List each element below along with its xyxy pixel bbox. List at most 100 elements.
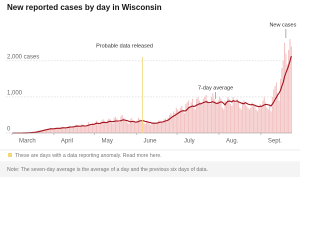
bar xyxy=(277,93,279,133)
bar xyxy=(146,121,148,133)
bar xyxy=(232,96,234,133)
x-tick-label: March xyxy=(19,139,36,145)
bar xyxy=(118,122,121,133)
bar xyxy=(282,60,284,133)
bar xyxy=(117,120,119,133)
bar xyxy=(266,107,268,133)
bar xyxy=(239,107,241,133)
bar xyxy=(79,126,81,133)
bar xyxy=(194,109,196,133)
bar xyxy=(81,123,83,133)
x-tick-label: Aug. xyxy=(226,139,239,145)
bar xyxy=(281,68,283,133)
bar xyxy=(59,127,61,133)
bar xyxy=(77,125,79,133)
bar xyxy=(116,118,118,133)
average-line xyxy=(12,56,292,134)
bar xyxy=(221,107,223,133)
bar xyxy=(167,117,169,133)
bar xyxy=(212,93,214,133)
bar xyxy=(155,122,157,133)
bar xyxy=(185,104,187,133)
bar xyxy=(52,129,54,133)
bar xyxy=(101,120,103,133)
bar xyxy=(186,102,188,133)
bar xyxy=(278,100,280,133)
bar xyxy=(240,109,242,133)
bar xyxy=(108,118,110,133)
bar xyxy=(217,100,219,133)
legend-note: These are days with a data reporting ano… xyxy=(15,153,162,159)
bar xyxy=(206,100,208,133)
bar xyxy=(205,95,207,133)
bar xyxy=(236,98,238,133)
bar xyxy=(148,123,150,133)
bar xyxy=(129,119,131,133)
bar xyxy=(159,121,161,133)
bar xyxy=(246,105,248,133)
bar xyxy=(63,127,65,133)
bar xyxy=(100,122,102,133)
bar xyxy=(152,122,154,133)
bar xyxy=(200,102,202,133)
bar xyxy=(248,109,250,133)
bar xyxy=(189,105,191,133)
bar xyxy=(66,127,68,133)
bar xyxy=(170,113,172,133)
y-tick-label: 2,000 cases xyxy=(7,54,39,60)
bar xyxy=(256,111,259,133)
bar xyxy=(93,123,95,133)
bar xyxy=(259,104,261,133)
bar xyxy=(133,122,135,133)
bar xyxy=(255,109,257,133)
bar xyxy=(216,103,218,133)
bar xyxy=(225,102,227,133)
y-tick-label: 1,000 xyxy=(7,91,23,97)
bar xyxy=(78,127,80,133)
annotation: Probable data released xyxy=(96,43,153,49)
bar xyxy=(85,126,87,133)
bar xyxy=(89,123,91,133)
bar xyxy=(227,96,229,133)
anomaly-swatch xyxy=(8,153,12,157)
bar xyxy=(162,122,164,133)
bar xyxy=(209,104,211,133)
bar xyxy=(263,96,265,133)
bar xyxy=(67,126,69,133)
bar xyxy=(208,102,210,133)
bar xyxy=(75,124,77,133)
bar xyxy=(220,98,222,133)
bar xyxy=(228,98,230,133)
bar xyxy=(143,122,145,133)
bar xyxy=(270,111,272,133)
bar xyxy=(261,105,263,133)
bar xyxy=(156,122,158,133)
bar xyxy=(136,120,138,133)
bar xyxy=(64,128,66,133)
bar xyxy=(254,105,256,133)
bar xyxy=(289,39,291,133)
bar xyxy=(262,100,264,133)
bar xyxy=(71,127,73,133)
y-tick-label: 0 xyxy=(7,127,11,133)
bar xyxy=(150,125,152,133)
bar xyxy=(97,123,99,133)
bar xyxy=(94,122,96,133)
bar xyxy=(244,104,246,133)
bar xyxy=(190,102,192,133)
annotation: 7-day average xyxy=(198,85,233,91)
bar xyxy=(250,107,252,133)
bar xyxy=(265,102,267,133)
bar xyxy=(68,125,71,133)
bar xyxy=(82,125,84,133)
bar xyxy=(285,53,287,134)
bar xyxy=(47,128,49,133)
bar xyxy=(140,122,142,133)
bar xyxy=(179,107,181,133)
bar xyxy=(271,96,273,133)
bar xyxy=(127,122,129,133)
bar xyxy=(290,46,292,133)
bar xyxy=(273,89,275,133)
bar xyxy=(163,119,165,133)
x-tick-label: Sept. xyxy=(268,139,282,145)
